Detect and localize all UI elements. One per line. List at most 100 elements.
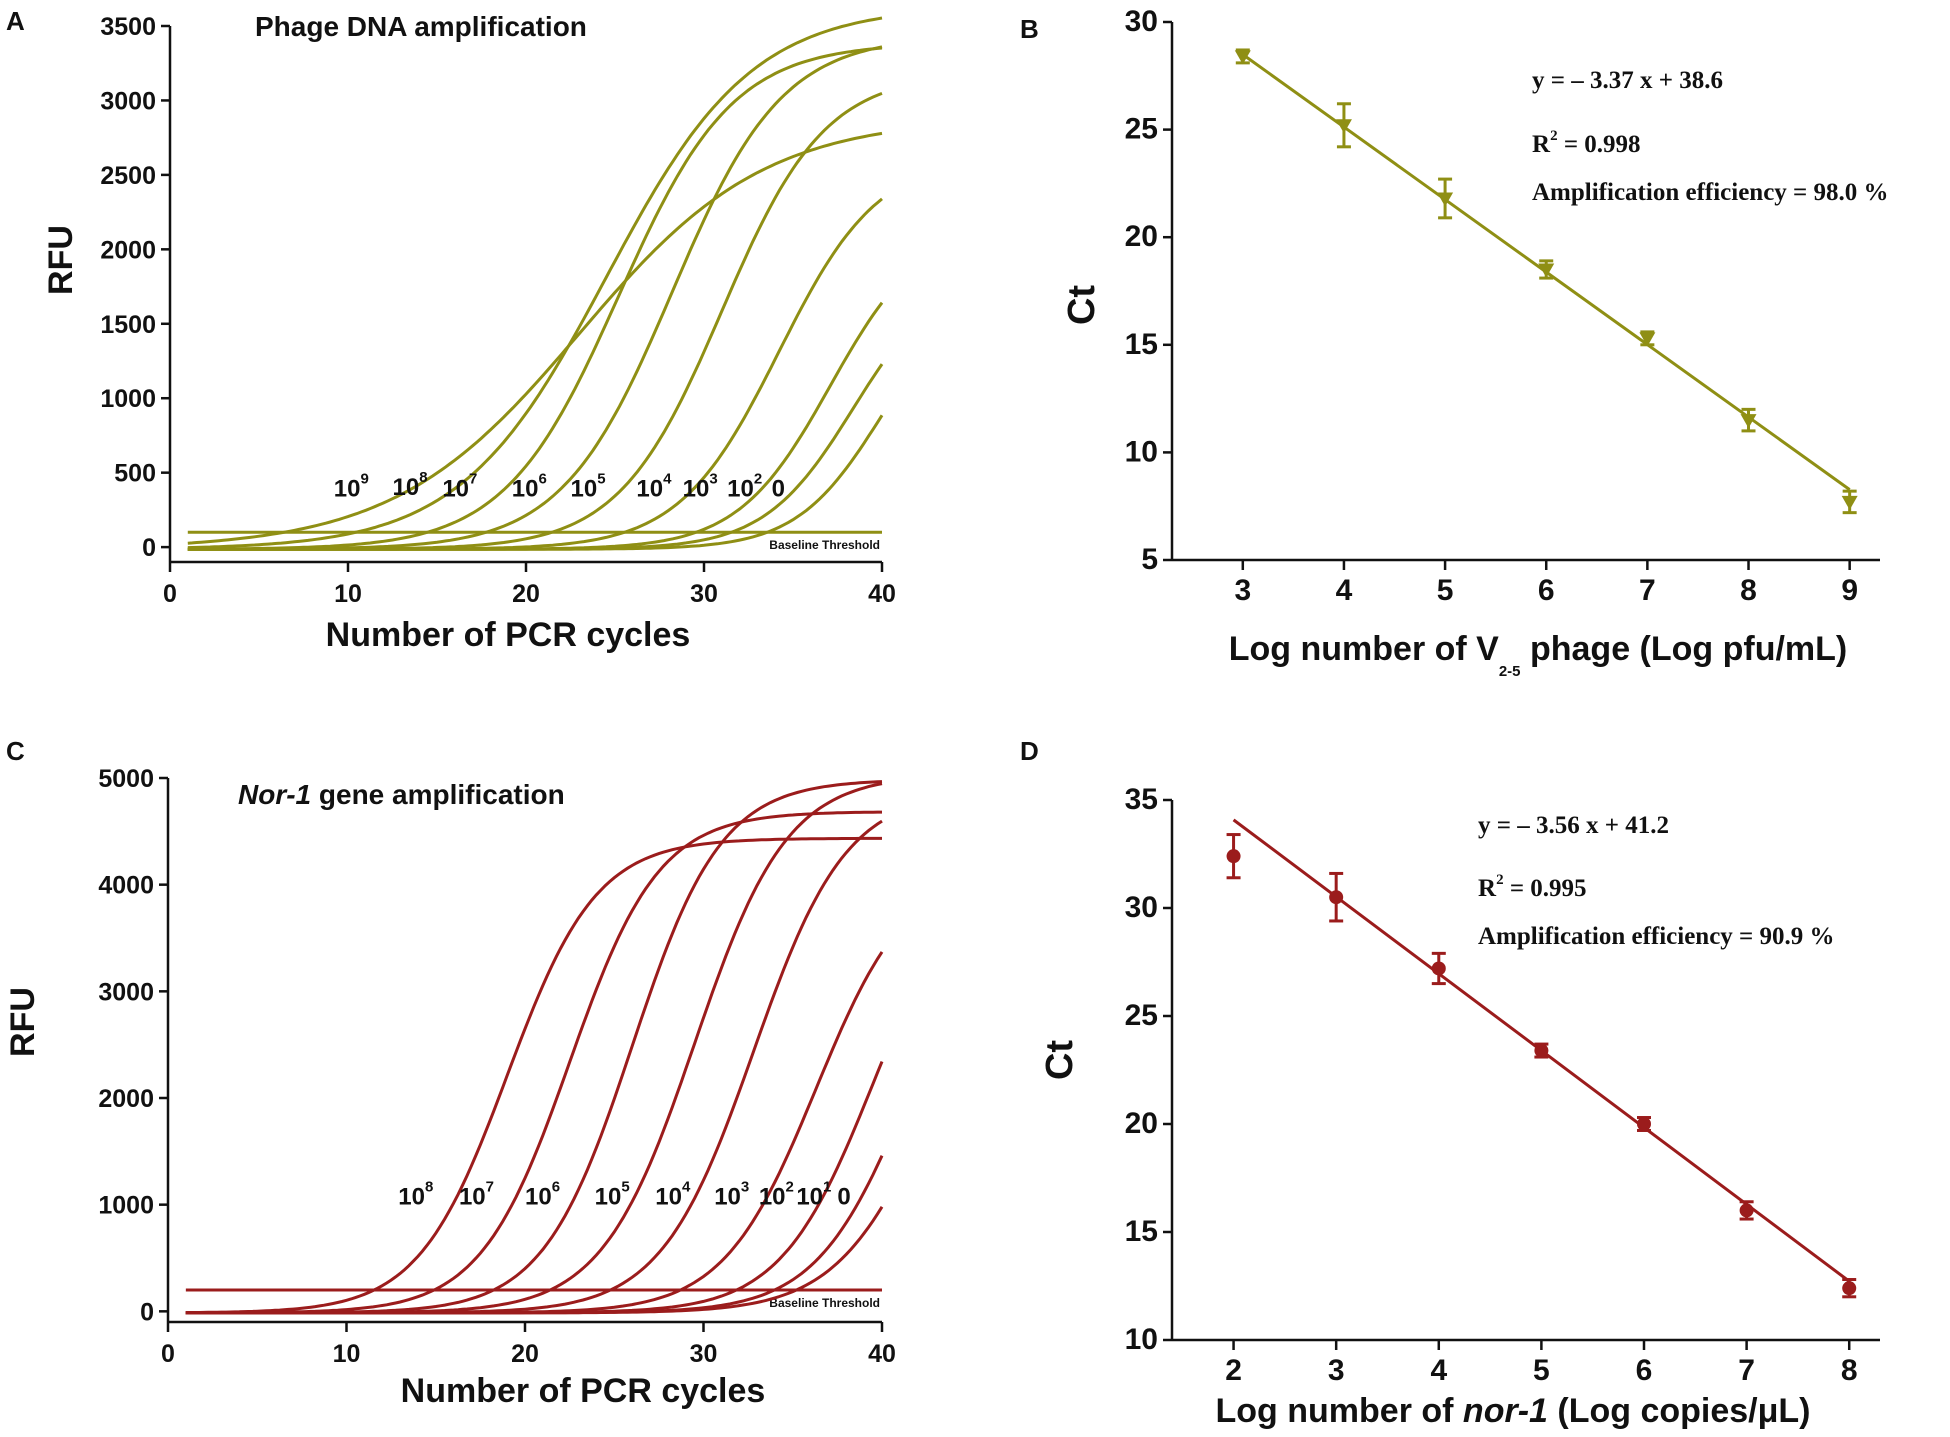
curve-label-exponent: 6 [552, 1179, 560, 1196]
curve-label-base: 10 [442, 475, 469, 502]
r-squared-b: R2 = 0.998 [1532, 128, 1641, 158]
curve-label-exponent: 8 [425, 1179, 433, 1196]
amplification-curve [187, 45, 883, 551]
x-ticks-b: 3 4 5 6 7 8 9 [1234, 560, 1858, 607]
data-point [1842, 1278, 1857, 1299]
y-tick-label: 2500 [100, 162, 156, 190]
data-point [1534, 1042, 1549, 1059]
x-tick-label: 7 [1639, 574, 1656, 607]
curve-label: 102 [727, 470, 762, 502]
title-italic-c: Nor-1 [238, 779, 311, 810]
x-title-sub-b: 2-5 [1499, 663, 1521, 680]
curve-label: 104 [655, 1179, 691, 1211]
x-axis-title-a: Number of PCR cycles [326, 616, 691, 654]
x-tick-label: 3 [1328, 1354, 1345, 1387]
curve-label: 105 [595, 1179, 630, 1211]
amplification-curve [185, 819, 883, 1315]
point-marker [1841, 495, 1858, 510]
x-axis-title-c: Number of PCR cycles [401, 1372, 766, 1410]
curve-label: 104 [636, 470, 672, 502]
curve-label: 108 [393, 469, 428, 501]
x-ticks-c: 0 10 20 30 40 [161, 1322, 896, 1368]
curve-label: 105 [571, 470, 606, 502]
y-axis-title-b: Ct [1061, 285, 1103, 325]
curve-label-base: 10 [459, 1184, 486, 1211]
curve-label-base: 0 [837, 1184, 850, 1211]
x-tick-label: 8 [1740, 574, 1757, 607]
curve-label-exponent: 7 [469, 470, 477, 487]
curve-label-exponent: 5 [621, 1179, 629, 1196]
point-marker [1534, 1043, 1549, 1058]
y-axis-title-c: RFU [4, 987, 42, 1057]
panel-letter-d: D [1020, 736, 1039, 766]
curve-label-base: 10 [636, 475, 663, 502]
curve-label-base: 10 [655, 1184, 682, 1211]
y-ticks-a: 0 500 1000 1500 2000 2500 3000 3500 [100, 13, 170, 562]
x-ticks-a: 0 10 20 30 40 [163, 562, 896, 608]
amplification-curve [187, 301, 884, 551]
title-rest-c: gene amplification [311, 779, 565, 810]
data-point [1431, 951, 1446, 986]
curve-label-exponent: 7 [486, 1179, 494, 1196]
data-point [1437, 177, 1454, 220]
curve-label: 107 [459, 1179, 494, 1211]
x-tick-label: 40 [868, 580, 896, 608]
x-tick-label: 10 [334, 580, 362, 608]
y-tick-label: 20 [1125, 220, 1158, 253]
y-ticks-d: 10 15 20 25 30 35 [1125, 783, 1172, 1356]
panel-letter-b: B [1020, 14, 1039, 44]
point-marker [1538, 263, 1555, 278]
curve-label-base: 10 [571, 475, 598, 502]
curve-label: 103 [714, 1179, 749, 1211]
curve-label-base: 10 [398, 1184, 425, 1211]
y-tick-label: 2000 [100, 236, 156, 264]
data-point [1335, 102, 1352, 149]
amplification-curve [185, 780, 883, 1315]
amplification-curve [187, 46, 883, 551]
y-tick-label: 15 [1125, 328, 1158, 361]
data-point [1639, 330, 1656, 347]
data-points-b [1234, 48, 1858, 515]
amplification-curve [185, 810, 882, 1315]
data-point [1637, 1116, 1651, 1132]
y-tick-label: 1500 [100, 311, 156, 339]
y-tick-label: 5000 [98, 765, 154, 793]
curve-label-exponent: 5 [597, 470, 605, 487]
y-tick-label: 0 [140, 1298, 154, 1326]
point-marker [1739, 1203, 1754, 1218]
x-tick-label: 6 [1538, 574, 1555, 607]
y-tick-label: 25 [1125, 999, 1158, 1032]
panel-a: A Phage DNA amplification 05001000150020… [6, 6, 896, 654]
amplification-curve [187, 131, 883, 545]
data-point [1226, 833, 1241, 880]
curve-label-exponent: 8 [419, 469, 427, 486]
curves-c [185, 780, 884, 1315]
y-tick-label: 0 [142, 534, 156, 562]
x-tick-label: 5 [1437, 574, 1454, 607]
point-marker [1437, 192, 1454, 207]
curve-label: 108 [398, 1179, 433, 1211]
y-tick-label: 20 [1125, 1107, 1158, 1140]
point-marker [1234, 50, 1251, 65]
y-tick-label: 5 [1141, 543, 1158, 576]
y-axis-title-a: RFU [42, 225, 80, 295]
equation-b: y = – 3.37 x + 38.6 [1532, 67, 1723, 94]
curve-label: 0 [772, 475, 785, 502]
curve-label-base: 10 [512, 475, 539, 502]
curve-label-exponent: 4 [663, 470, 672, 487]
efficiency-b: Amplification efficiency = 98.0 % [1532, 179, 1889, 206]
y-tick-label: 3000 [98, 978, 154, 1006]
x-tick-label: 10 [333, 1340, 361, 1368]
point-marker [1431, 961, 1446, 976]
baseline-label-a: Baseline Threshold [769, 538, 880, 552]
y-ticks-c: 0 1000 2000 3000 4000 5000 [98, 765, 168, 1326]
curve-label-base: 10 [595, 1184, 622, 1211]
x-axis-title-d: Log number of nor-1 (Log copies/μL) [1216, 1392, 1811, 1430]
r-exponent-d: 2 [1496, 872, 1504, 888]
amplification-curve [185, 1205, 884, 1315]
data-point [1329, 871, 1344, 923]
amplification-curve [185, 782, 883, 1315]
x-tick-label: 2 [1225, 1354, 1242, 1387]
y-tick-label: 3500 [100, 13, 156, 41]
